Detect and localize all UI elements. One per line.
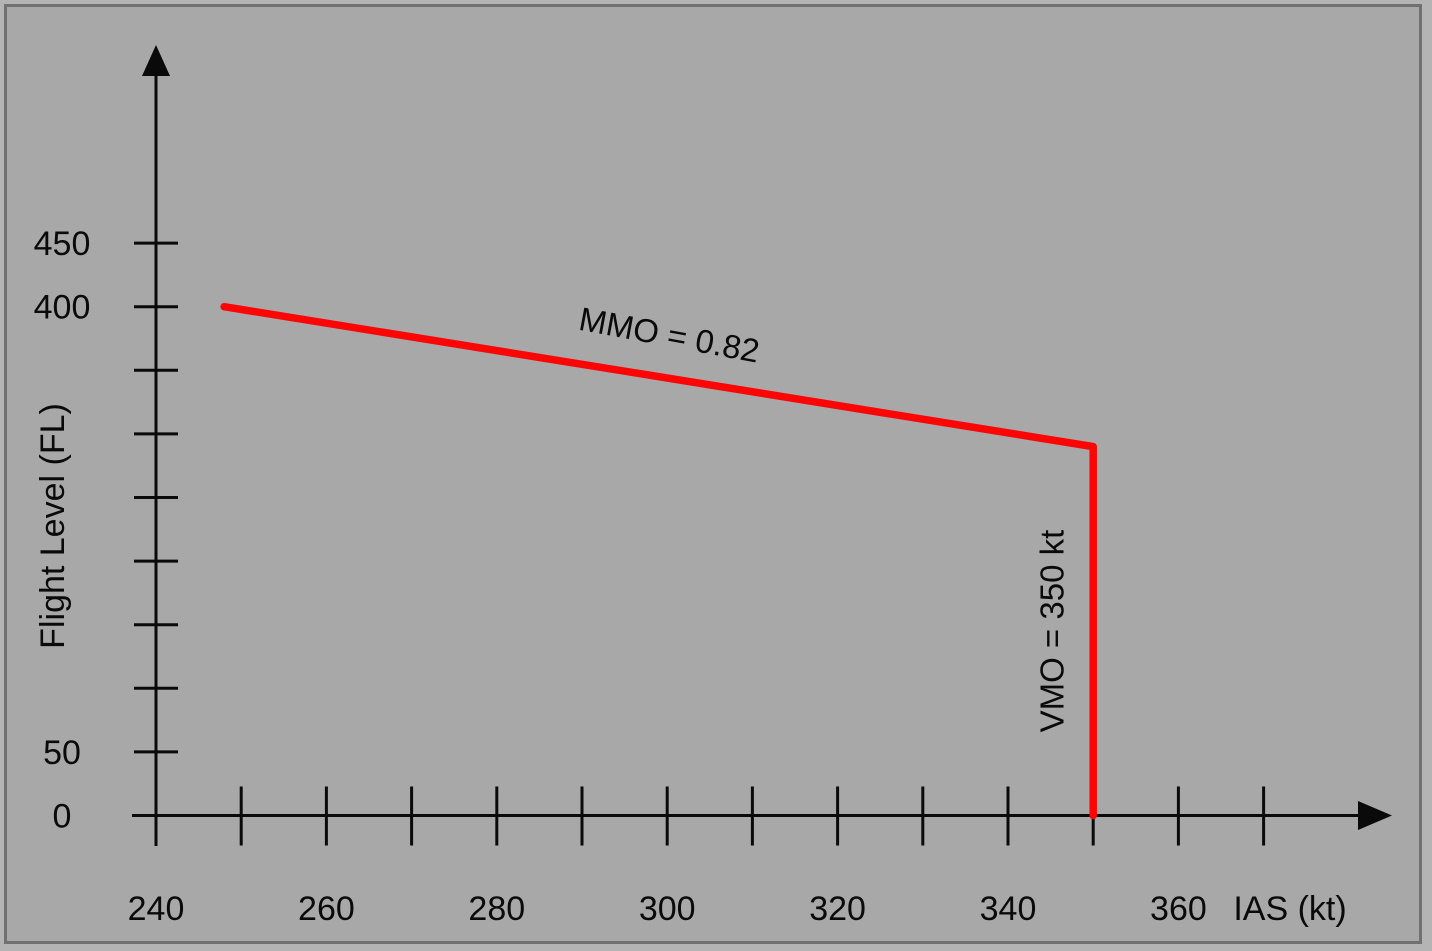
y-axis-title: Flight Level (FL) bbox=[34, 403, 72, 649]
x-tick-label: 300 bbox=[639, 890, 696, 928]
x-tick-label: 280 bbox=[468, 890, 525, 928]
y-tick-label: 450 bbox=[34, 225, 91, 263]
annotation-vmo-label: VMO = 350 kt bbox=[1033, 530, 1070, 733]
x-tick-label: 240 bbox=[128, 890, 185, 928]
y-tick-label: 50 bbox=[43, 734, 81, 772]
x-tick-label: 320 bbox=[809, 890, 866, 928]
x-tick-label: 360 bbox=[1150, 890, 1207, 928]
envelope-line bbox=[220, 302, 1097, 820]
x-tick-label: 260 bbox=[298, 890, 355, 928]
x-axis-title: IAS (kt) bbox=[1233, 890, 1346, 928]
y-axis-arrow-icon bbox=[142, 45, 170, 76]
annotation-mmo-label: MMO = 0.82 bbox=[576, 300, 762, 370]
x-tick-label: 340 bbox=[980, 890, 1037, 928]
x-axis-arrow-icon bbox=[1358, 801, 1392, 830]
y-tick-label: 400 bbox=[34, 289, 91, 327]
y-tick-label: 0 bbox=[53, 798, 72, 836]
